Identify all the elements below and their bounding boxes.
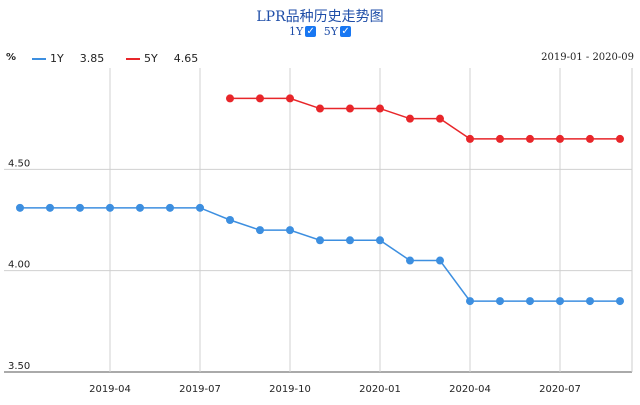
data-point-1y [46, 203, 54, 212]
legend-5y-value: 4.65 [173, 52, 199, 65]
data-point-1y [16, 203, 24, 212]
legend-5y-name: 5Y [144, 52, 158, 65]
x-tick-label: 2019-07 [179, 384, 221, 395]
checkbox-1y-icon[interactable]: ✓ [305, 26, 317, 37]
legend-5y-swatch [126, 57, 140, 60]
legend-item-5y[interactable]: 5Y 4.65 [126, 52, 198, 65]
data-point-5y [586, 134, 594, 143]
data-point-1y [466, 297, 474, 306]
data-point-1y [496, 297, 504, 306]
data-point-5y [466, 134, 474, 143]
toggle-1y-label: 1Y [288, 25, 304, 38]
x-tick-label: 2019-10 [269, 384, 311, 395]
data-point-5y [526, 134, 534, 143]
data-point-5y [346, 104, 354, 113]
data-point-5y [556, 134, 564, 143]
data-point-1y [406, 256, 414, 265]
x-tick-label: 2020-07 [539, 384, 581, 395]
y-tick-label: 3.50 [8, 361, 30, 372]
toggle-5y-label: 5Y [323, 25, 339, 38]
data-point-5y [496, 134, 504, 143]
data-point-5y [226, 94, 234, 103]
data-point-1y [346, 236, 354, 245]
checkbox-5y-icon[interactable]: ✓ [340, 26, 352, 37]
data-point-1y [526, 297, 534, 306]
data-point-5y [286, 94, 294, 103]
date-range: 2019-01 - 2020-09 [541, 52, 634, 63]
unit-label: % [6, 52, 17, 63]
data-point-1y [316, 236, 324, 245]
data-point-5y [256, 94, 264, 103]
chart-title: LPR品种历史走势图 [256, 9, 384, 25]
data-point-1y [76, 203, 84, 212]
y-tick-label: 4.50 [8, 158, 30, 169]
data-point-1y [136, 203, 144, 212]
legend-1y-swatch [32, 57, 46, 60]
toggle-1y[interactable]: 1Y ✓ [288, 25, 317, 38]
data-point-5y [316, 104, 324, 113]
data-point-1y [616, 297, 624, 306]
data-point-1y [436, 256, 444, 265]
legend-1y-value: 3.85 [79, 52, 105, 65]
x-tick-label: 2020-04 [449, 384, 491, 395]
data-point-1y [256, 226, 264, 235]
data-point-1y [166, 203, 174, 212]
data-point-1y [106, 203, 114, 212]
data-point-5y [616, 134, 624, 143]
data-point-1y [196, 203, 204, 212]
data-point-1y [286, 226, 294, 235]
legend-1y-name: 1Y [50, 52, 64, 65]
data-point-1y [376, 236, 384, 245]
data-point-5y [376, 104, 384, 113]
x-tick-label: 2020-01 [359, 384, 401, 395]
toggle-5y[interactable]: 5Y ✓ [323, 25, 352, 38]
data-point-1y [556, 297, 564, 306]
series-toggles: 1Y ✓ 5Y ✓ [0, 25, 640, 38]
series-line-5y [230, 97, 620, 140]
data-point-5y [436, 114, 444, 123]
data-point-5y [406, 114, 414, 123]
data-point-1y [586, 297, 594, 306]
legend-item-1y[interactable]: 1Y 3.85 [32, 52, 104, 65]
y-tick-label: 4.00 [8, 260, 30, 271]
x-tick-label: 2019-04 [89, 384, 131, 395]
data-point-1y [226, 216, 234, 224]
